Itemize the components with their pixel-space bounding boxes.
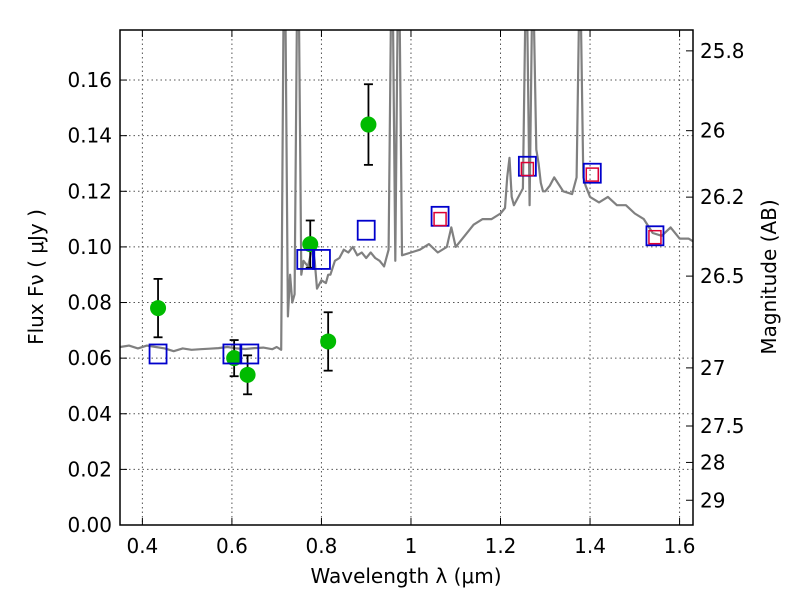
- spectrum-line: [120, 30, 693, 353]
- observed-point: [226, 350, 243, 367]
- observed-point: [320, 333, 337, 350]
- y2-axis-label: Magnitude (AB): [757, 199, 781, 354]
- y-tick-label: 0.08: [67, 291, 112, 315]
- y-tick-label: 0.00: [67, 513, 112, 537]
- y-tick-label: 0.06: [67, 346, 112, 370]
- model-square-red: [433, 211, 447, 227]
- model-blue-squares: [148, 155, 665, 365]
- model-square-blue: [222, 343, 242, 365]
- right-tick-label: 29: [700, 488, 725, 512]
- observed-point: [239, 366, 256, 383]
- y-axis-label: Flux Fν ( μJy ): [24, 209, 48, 345]
- right-tick-labels: 25.8 26 26.2 26.5 27 27.5 28 29: [700, 39, 745, 512]
- x-tick-label: 1.2: [485, 534, 517, 558]
- x-tick-label: 1.6: [664, 534, 696, 558]
- y-tick-label: 0.14: [67, 124, 112, 148]
- y-tick-label: 0.10: [67, 235, 112, 259]
- right-tick-label: 27: [700, 356, 725, 380]
- ticks: [120, 30, 693, 526]
- y-tick-label: 0.04: [67, 402, 112, 426]
- right-tick-label: 25.8: [700, 39, 745, 63]
- observed-point: [150, 300, 167, 317]
- right-tick-label: 28: [700, 450, 725, 474]
- model-square-blue: [312, 249, 331, 270]
- y-tick-label: 0.12: [67, 179, 112, 203]
- model-square-blue: [645, 225, 665, 247]
- observed-point: [302, 236, 319, 253]
- model-square-red: [520, 161, 535, 177]
- model-square-blue: [582, 162, 602, 184]
- y-tick-labels: 0.00 0.02 0.04 0.06 0.08 0.10 0.12 0.14 0.16: [67, 68, 112, 537]
- x-tick-label: 1.4: [574, 534, 606, 558]
- observed-points: [150, 116, 377, 383]
- plot-area: [120, 30, 693, 525]
- plot-frame: [119, 29, 694, 526]
- model-square-blue: [148, 343, 168, 365]
- x-tick-labels: 0.4 0.6 0.8 1 1.2 1.4 1.6: [126, 534, 695, 558]
- x-axis-label: Wavelength λ (μm): [310, 564, 501, 588]
- model-square-red: [585, 167, 600, 182]
- x-tick-label: 0.8: [306, 534, 338, 558]
- model-square-blue: [296, 249, 316, 270]
- right-tick-label: 27.5: [700, 414, 745, 438]
- x-tick-label: 0.4: [126, 534, 158, 558]
- spectrum-layer: [120, 30, 693, 353]
- y-tick-label: 0.02: [67, 457, 112, 481]
- x-tick-label: 1: [405, 534, 418, 558]
- y-tick-label: 0.16: [67, 68, 112, 92]
- model-square-blue: [240, 343, 260, 365]
- model-square-blue: [356, 219, 376, 241]
- right-tick-label: 26: [700, 119, 725, 143]
- right-tick-label: 26.2: [700, 185, 745, 209]
- model-square-red: [648, 229, 662, 245]
- x-tick-label: 0.6: [216, 534, 248, 558]
- observed-point: [360, 116, 377, 133]
- model-red-squares: [433, 161, 662, 245]
- right-tick-label: 26.5: [700, 264, 745, 288]
